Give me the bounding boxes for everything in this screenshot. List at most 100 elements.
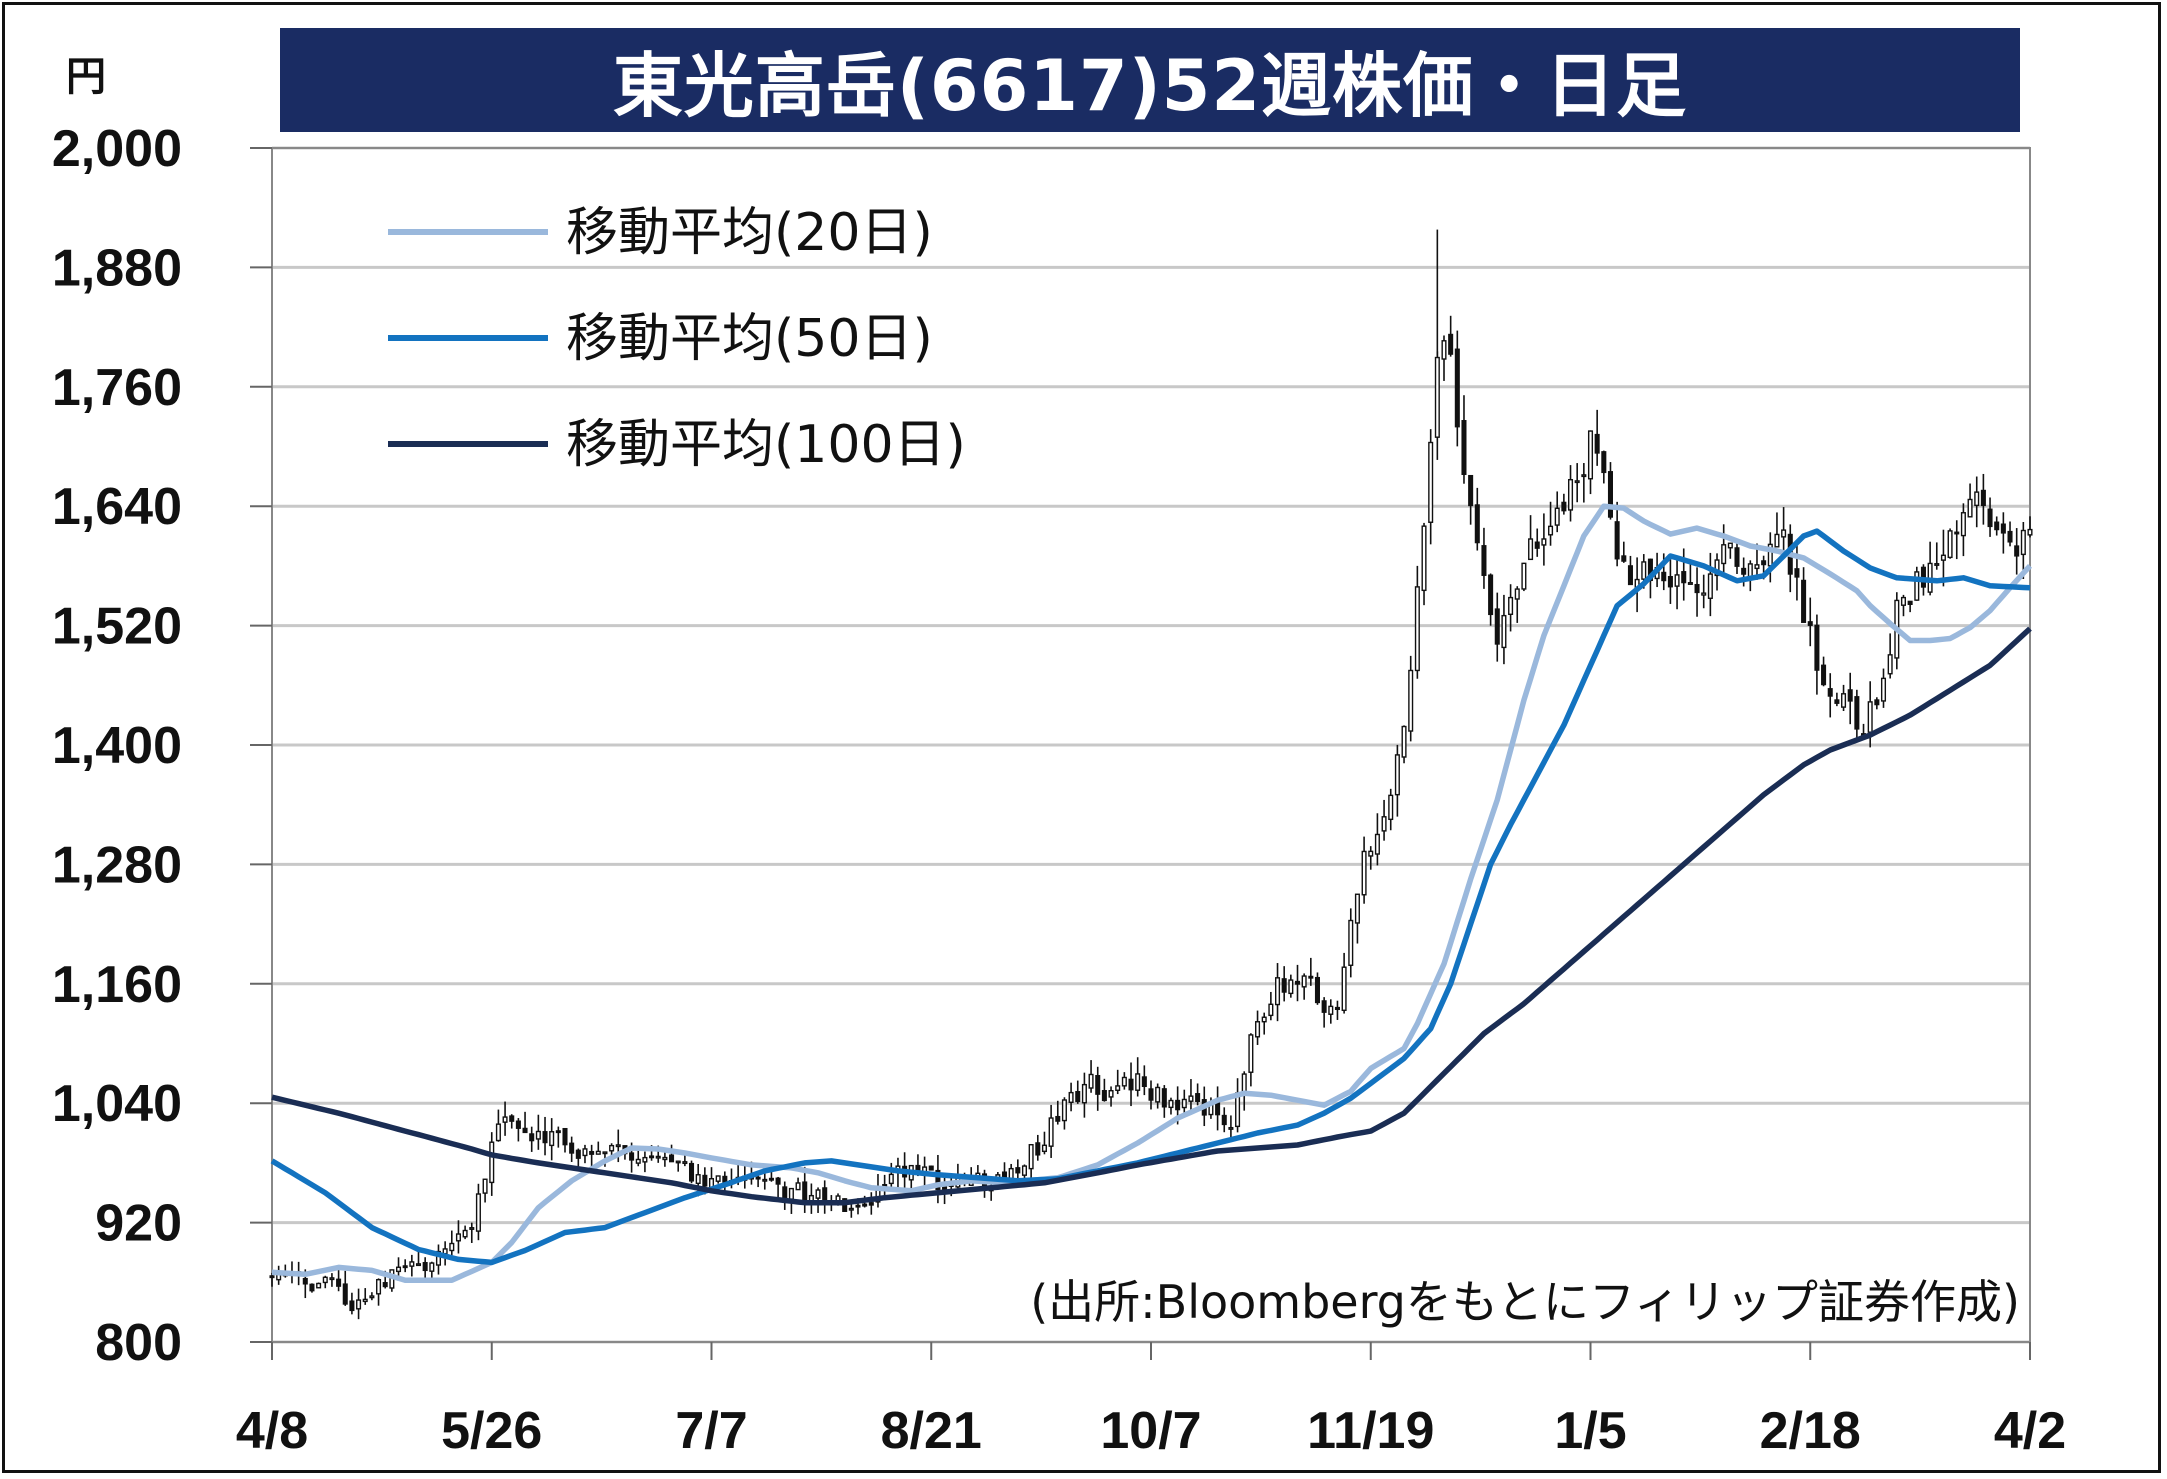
candle-body: [322, 1276, 328, 1284]
candle-body: [1514, 588, 1520, 600]
candle-body: [575, 1149, 581, 1159]
candle-body: [1914, 571, 1920, 601]
candle-body: [1148, 1088, 1154, 1101]
candle-body: [1088, 1073, 1094, 1089]
candle-body: [475, 1193, 481, 1232]
candle-body: [629, 1152, 635, 1161]
candle-body: [1607, 471, 1614, 518]
ma-line-ma20: [271, 503, 2033, 1284]
candle-body: [1707, 573, 1713, 599]
candle-body: [675, 1160, 681, 1164]
candle-body: [695, 1174, 701, 1185]
y-tick-label: 1,160: [52, 956, 182, 1014]
candle-body: [1734, 547, 1740, 567]
candle-body: [822, 1187, 828, 1203]
candle-body: [1015, 1167, 1021, 1174]
candle-body: [402, 1265, 408, 1269]
x-tick-label: 4/2: [1994, 1402, 2066, 1460]
y-tick-label: 800: [95, 1314, 182, 1372]
candle-body: [1161, 1088, 1167, 1108]
candle-body: [1328, 1005, 1334, 1015]
candle-body: [555, 1130, 561, 1134]
candle-body: [1028, 1144, 1034, 1170]
legend-label-ma100: 移動平均(100日): [566, 415, 966, 475]
candle-body: [795, 1182, 801, 1191]
candle-body: [1081, 1083, 1087, 1104]
candle-body: [1414, 586, 1420, 672]
y-unit-label: 円: [66, 54, 106, 100]
candle-body: [855, 1204, 861, 1208]
candle-body: [1874, 699, 1880, 706]
candle-body: [1587, 430, 1594, 480]
candlesticks: [269, 229, 2033, 1320]
candle-body: [1348, 919, 1354, 966]
candle-body: [768, 1177, 774, 1181]
candle-body: [1401, 725, 1407, 758]
candle-body: [1834, 699, 1840, 704]
candle-body: [1947, 530, 1953, 559]
candle-body: [635, 1158, 641, 1164]
candle-body: [1900, 596, 1907, 606]
moving-average-lines: [270, 503, 2033, 1284]
y-tick-label: 920: [95, 1195, 182, 1253]
candle-body: [376, 1278, 382, 1295]
candle-body: [1374, 833, 1380, 855]
candle-body: [1314, 976, 1321, 1004]
candle-body: [569, 1142, 575, 1154]
candle-body: [669, 1154, 675, 1163]
candle-body: [1341, 966, 1347, 1011]
candle-body: [2014, 545, 2020, 557]
source-note: (出所:Bloombergをもとにフィリップ証券作成): [1030, 1275, 2020, 1329]
candle-body: [702, 1174, 708, 1187]
candle-body: [1667, 575, 1673, 588]
candle-body: [1841, 693, 1847, 708]
candle-body: [1754, 564, 1760, 570]
candle-body: [609, 1144, 615, 1152]
candle-body: [1188, 1095, 1194, 1102]
candle-body: [329, 1277, 335, 1281]
candle-body: [642, 1156, 648, 1163]
candle-body: [1581, 474, 1587, 478]
candle-body: [1807, 621, 1813, 626]
candle-body: [862, 1203, 868, 1207]
candle-body: [1381, 816, 1387, 832]
candle-body: [868, 1202, 874, 1206]
candle-body: [1135, 1073, 1141, 1091]
candle-body: [562, 1127, 568, 1146]
candle-body: [1907, 600, 1913, 605]
candle-body: [2020, 529, 2026, 556]
candle-body: [928, 1165, 934, 1171]
candle-body: [449, 1242, 455, 1252]
candle-body: [1627, 565, 1633, 586]
candle-body: [1501, 614, 1507, 649]
x-tick-label: 1/5: [1554, 1402, 1626, 1460]
candle-body: [1594, 433, 1600, 454]
candle-body: [1221, 1114, 1227, 1126]
candle-body: [1774, 533, 1780, 548]
candle-body: [1681, 571, 1687, 584]
candle-body: [522, 1127, 528, 1134]
candle-body: [1128, 1078, 1134, 1091]
candle-body: [649, 1155, 655, 1159]
candle-body: [1854, 696, 1860, 730]
ma-line-ma100: [271, 626, 2032, 1206]
candle-body: [1434, 356, 1440, 438]
candle-body: [356, 1299, 362, 1310]
candle-body: [1061, 1099, 1067, 1122]
legend-label-ma50: 移動平均(50日): [566, 309, 933, 369]
candle-body: [1727, 542, 1733, 549]
candle-body: [529, 1133, 535, 1142]
y-axis-ticks: 800 920 1,040 1,160 1,280 1,400 1,520 1,640 1,76…: [52, 120, 272, 1372]
candle-body: [1048, 1117, 1054, 1147]
y-tick-label: 1,880: [52, 239, 182, 297]
candle-body: [1035, 1142, 1041, 1156]
candle-body: [1228, 1126, 1234, 1130]
candle-body: [1980, 489, 1986, 507]
candle-body: [502, 1116, 508, 1123]
candle-body: [1334, 1006, 1340, 1011]
candle-body: [469, 1227, 475, 1230]
y-tick-label: 2,000: [52, 120, 182, 178]
candle-body: [2027, 528, 2033, 536]
x-tick-label: 2/18: [1760, 1402, 1861, 1460]
